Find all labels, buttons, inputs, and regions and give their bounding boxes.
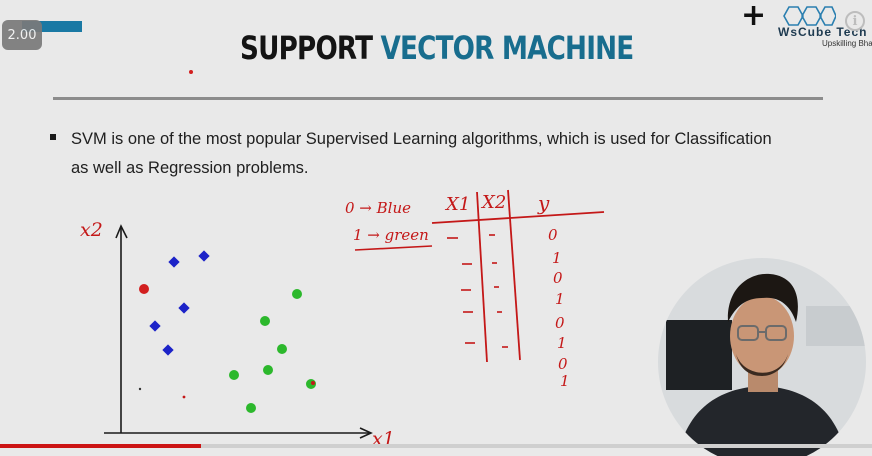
bullet-point: SVM is one of the most popular Supervise… (50, 125, 790, 183)
playback-speed-badge[interactable]: 2.00 (2, 20, 42, 50)
stray-mark (138, 387, 142, 391)
slide-title-part2: VECTOR MACHINE (380, 29, 635, 67)
blue-point (149, 320, 161, 332)
blue-points (149, 250, 210, 356)
presenter-hair (727, 273, 798, 322)
stray-mark (182, 395, 186, 399)
table-y-value: 0 (558, 355, 568, 373)
table-y-value: 1 (552, 249, 562, 267)
legend-line-1: 0 → Blue (345, 199, 411, 217)
table-column-divider (507, 189, 521, 361)
green-point (292, 289, 302, 299)
video-progress-fill (0, 444, 201, 448)
hexagon-logo-icon (783, 6, 836, 26)
y-axis-label: x2 (80, 219, 103, 241)
table-lines (431, 189, 605, 363)
blue-point (168, 256, 180, 268)
background-monitor (666, 320, 732, 390)
legend-underline (354, 245, 433, 251)
table-y-value: 0 (555, 314, 565, 332)
table-y-value: 1 (557, 334, 567, 352)
presenter-beard (736, 354, 788, 376)
presenter-glasses (737, 325, 787, 341)
table-header-y: y (537, 191, 550, 215)
x-axis-arrow (359, 427, 373, 439)
table-column-divider (476, 191, 488, 363)
brand-name: WsCube Tech (778, 25, 868, 39)
brand-tagline: Upskilling Bharat (822, 39, 872, 48)
brand-logo: WsCube Tech Upskilling Bharat (770, 4, 872, 52)
red-mark (311, 381, 315, 385)
x-value-dashes (447, 234, 508, 348)
scatter-plot (104, 224, 373, 439)
table-y-value: 1 (560, 372, 570, 390)
blue-point (198, 250, 210, 262)
green-point (277, 344, 287, 354)
table-y-value: 0 (548, 226, 558, 244)
accent-bar (22, 21, 82, 32)
info-icon[interactable]: i (845, 11, 865, 31)
green-points (229, 289, 316, 413)
slide-title-part1: SUPPORT (240, 29, 373, 67)
bullet-marker (50, 134, 56, 140)
green-point (229, 370, 239, 380)
green-point (263, 365, 273, 375)
blue-point (178, 302, 190, 314)
plus-icon[interactable]: + (741, 0, 767, 33)
video-progress-bar[interactable] (0, 444, 872, 448)
legend-line-2: 1 → green (353, 226, 429, 244)
presenter-face (730, 296, 794, 376)
title-underline (53, 97, 823, 100)
bullet-text: SVM is one of the most popular Supervise… (71, 130, 772, 177)
red-point (139, 284, 149, 294)
presenter-webcam (658, 258, 866, 456)
green-point (260, 316, 270, 326)
laser-pointer-dot (189, 70, 193, 74)
table-header-line (431, 211, 605, 224)
table-header-x1: X1 (444, 194, 470, 215)
table-y-value: 1 (555, 290, 565, 308)
table-header-x2: X2 (480, 192, 506, 213)
background-shelf (806, 306, 866, 346)
table-y-value: 0 (553, 269, 563, 287)
y-axis-arrow (115, 224, 128, 239)
blue-point (162, 344, 174, 356)
green-point (246, 403, 256, 413)
slide-title: SUPPORT VECTOR MACHINE (79, 29, 794, 67)
